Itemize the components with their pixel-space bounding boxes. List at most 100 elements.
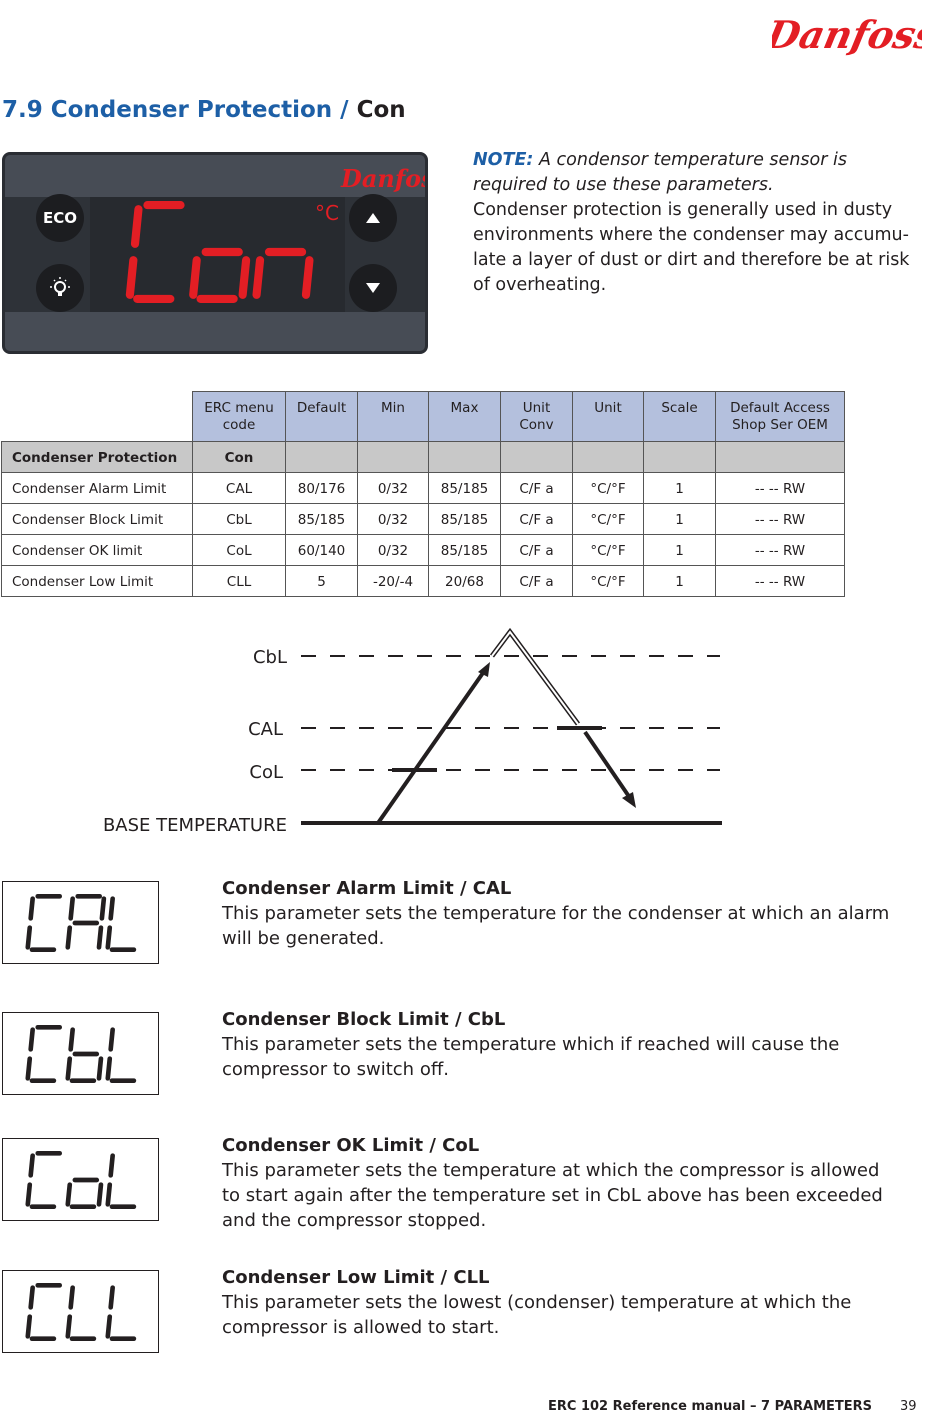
note: NOTE: A condensor temperature sensor is … — [473, 148, 913, 298]
col-header: Min — [357, 391, 429, 442]
section-title: 7.9 Condenser Protection / — [2, 97, 357, 123]
table-cell: -- -- RW — [715, 565, 845, 597]
table-cell: Condenser Alarm Limit — [1, 472, 193, 504]
table-cell: CAL — [192, 472, 286, 504]
eco-button[interactable]: ECO — [36, 194, 84, 242]
segment-f — [108, 1285, 115, 1310]
param-display — [25, 1025, 137, 1083]
segment-c — [238, 256, 251, 299]
segment-e — [65, 1182, 73, 1207]
danfoss-logo: Danfoss — [772, 13, 922, 58]
unit-label: °C — [315, 201, 339, 225]
col-header: Default — [285, 391, 358, 442]
table-cell: 85/185 — [285, 503, 358, 535]
table-cell: -- -- RW — [715, 503, 845, 535]
table-cell: -20/-4 — [357, 565, 429, 597]
table-cell: 85/185 — [428, 503, 501, 535]
segment-e — [105, 925, 113, 950]
table-cell: °C/°F — [572, 534, 644, 566]
table-cell: 1 — [643, 565, 716, 597]
segment-f — [108, 896, 115, 921]
segment-e — [65, 1056, 73, 1081]
table-group-row: Condenser Protection Con — [1, 441, 845, 473]
param-display — [25, 1283, 137, 1341]
param-display-box — [2, 1012, 159, 1095]
triangle-up-icon — [366, 213, 380, 223]
param-description: Condenser OK Limit / CoL This parameter s… — [222, 1133, 902, 1233]
segment-b — [99, 896, 107, 921]
col-label: CoL — [249, 762, 283, 783]
segment-c — [96, 1056, 104, 1081]
table-cell: Condenser Block Limit — [1, 503, 193, 535]
col-header: Max — [428, 391, 501, 442]
param-description: Condenser Alarm Limit / CAL This paramete… — [222, 876, 902, 951]
segment-f — [68, 896, 75, 921]
table-cell: C/F a — [500, 534, 573, 566]
table-cell: 85/185 — [428, 472, 501, 504]
table-cell: C/F a — [500, 503, 573, 535]
table-cell: 0/32 — [357, 503, 429, 535]
col-header: Default Access Shop Ser OEM — [715, 391, 845, 442]
segment-e — [25, 1182, 33, 1207]
rise-arrow — [376, 668, 487, 825]
base-label: BASE TEMPERATURE — [103, 815, 287, 836]
segment-e — [25, 925, 33, 950]
lightbulb-icon — [50, 277, 70, 296]
light-button[interactable] — [36, 264, 84, 312]
segment-c — [301, 256, 314, 299]
cal-label: CAL — [248, 719, 283, 740]
segment-e — [105, 1056, 113, 1081]
segment-e — [105, 1314, 113, 1339]
panel-logo: Danfoss — [340, 164, 425, 193]
table-cell: 20/68 — [428, 565, 501, 597]
segment-e — [125, 256, 138, 299]
table-cell: CLL — [192, 565, 286, 597]
segment-f — [28, 1153, 35, 1178]
table-cell: °C/°F — [572, 503, 644, 535]
segment-f — [28, 1027, 35, 1052]
param-text: This parameter sets the temperature whic… — [222, 1034, 840, 1080]
svg-text:Danfoss: Danfoss — [772, 13, 922, 58]
segment-f — [68, 1027, 75, 1052]
table-cell: °C/°F — [572, 565, 644, 597]
segment-e — [252, 256, 265, 299]
table-cell: Condenser OK limit — [1, 534, 193, 566]
table-cell: 1 — [643, 534, 716, 566]
note-label: NOTE: — [473, 150, 534, 170]
param-display — [25, 1151, 137, 1209]
segment-e — [189, 256, 201, 299]
triangle-down-icon — [366, 283, 380, 293]
main-display — [125, 201, 314, 303]
param-description: Condenser Block Limit / CbL This paramete… — [222, 1007, 902, 1082]
segment-e — [65, 1314, 73, 1339]
limits-diagram: CbL CAL CoL BASE TEMPERATURE — [103, 627, 722, 836]
table-row: Condenser Low Limit CLL 5 -20/-4 20/68 C/F a °… — [1, 565, 845, 597]
col-header: Unit Conv — [500, 391, 573, 442]
table-cell: -- -- RW — [715, 534, 845, 566]
segment-c — [96, 1182, 104, 1207]
segment-f — [130, 205, 143, 248]
table-cell: 0/32 — [357, 534, 429, 566]
param-title: Condenser OK Limit / CoL — [222, 1135, 480, 1156]
segment-f — [108, 1153, 115, 1178]
segment-f — [28, 1285, 35, 1310]
param-display-box — [2, 1270, 159, 1353]
svg-text:Danfoss: Danfoss — [340, 164, 425, 193]
down-button[interactable] — [349, 264, 397, 312]
footer-text: ERC 102 Reference manual – 7 PARAMETERS — [548, 1399, 873, 1414]
table-cell: CbL — [192, 503, 286, 535]
controller-panel: Danfoss ECO °C — [2, 152, 428, 354]
table-cell: C/F a — [500, 565, 573, 597]
col-header: Unit — [572, 391, 644, 442]
up-button[interactable] — [349, 194, 397, 242]
param-text: This parameter sets the lowest (condense… — [222, 1292, 852, 1338]
table-cell: Condenser Low Limit — [1, 565, 193, 597]
table-cell: -- -- RW — [715, 472, 845, 504]
overshoot-arrow — [490, 627, 581, 726]
section-code: Con — [356, 97, 406, 123]
segment-f — [68, 1285, 75, 1310]
param-title: Condenser Block Limit / CbL — [222, 1009, 506, 1030]
segment-c — [96, 925, 104, 950]
table-cell: 5 — [285, 565, 358, 597]
table-cell: 1 — [643, 472, 716, 504]
